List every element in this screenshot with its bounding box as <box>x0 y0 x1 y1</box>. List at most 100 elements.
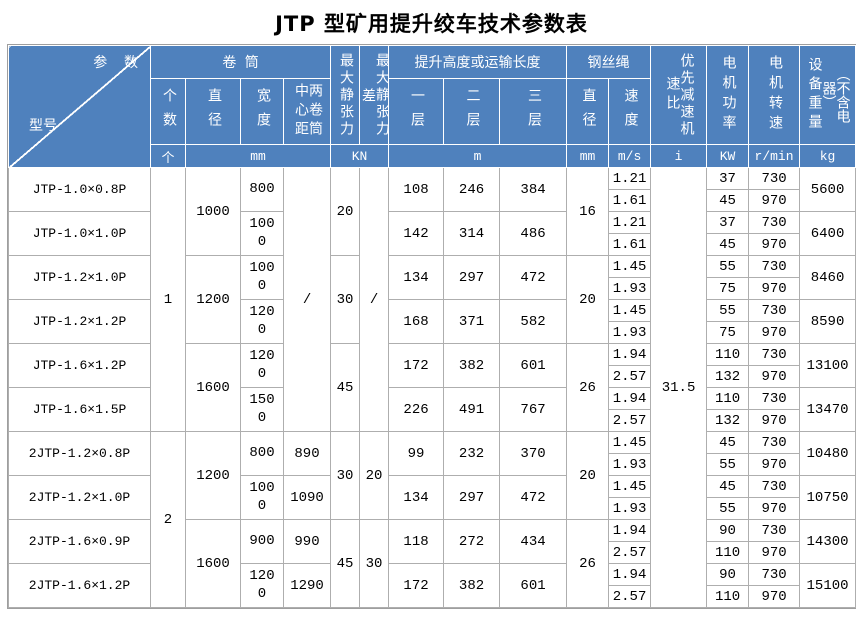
header-drum-group: 卷 筒 <box>149 45 332 79</box>
unit-ratio-i: i <box>650 144 708 168</box>
cell-rope-speed: 2.57 <box>608 541 652 564</box>
cell-rope-speed: 1.93 <box>608 453 652 476</box>
unit-rpm: r/min <box>748 144 801 168</box>
cell-motor-rpm: 970 <box>748 541 801 564</box>
cell-motor-rpm: 970 <box>748 365 801 388</box>
cell-layer2: 371 <box>443 299 501 344</box>
header-layer3: 三层 <box>499 78 568 145</box>
header-drum-count: 个数 <box>150 78 186 145</box>
cell-rope-speed: 1.94 <box>608 387 652 410</box>
cell-layer3: 767 <box>499 387 568 432</box>
cell-model: JTP-1.2×1.2P <box>8 299 151 344</box>
cell-rope-speed: 1.45 <box>608 475 652 498</box>
header-tension-diff: 差 最大静张力 <box>359 45 390 145</box>
cell-rope-diameter: 16 <box>566 167 610 256</box>
corner-cell: 参 数 型号 <box>8 45 151 168</box>
cell-reducer-ratio: 31.5 <box>650 167 708 608</box>
cell-motor-rpm: 970 <box>748 497 801 520</box>
cell-rope-speed: 1.94 <box>608 343 652 366</box>
cell-drum-width: 800 <box>240 167 284 212</box>
cell-layer3: 434 <box>499 519 568 564</box>
cell-rope-speed: 1.61 <box>608 233 652 256</box>
cell-max-static-tension: 45 <box>330 519 361 608</box>
cell-rope-speed: 1.94 <box>608 563 652 586</box>
unit-power-kw: KW <box>706 144 750 168</box>
cell-layer2: 232 <box>443 431 501 476</box>
cell-drum-diameter: 1000 <box>185 167 241 256</box>
cell-motor-power: 132 <box>706 409 750 432</box>
header-weight: 设备重量 器︶ ︵不含电 <box>799 45 857 145</box>
cell-rope-diameter: 26 <box>566 519 610 608</box>
cell-rope-diameter: 20 <box>566 431 610 520</box>
cell-weight: 10480 <box>799 431 857 476</box>
cell-model: JTP-1.0×0.8P <box>8 167 151 212</box>
unit-tension-kn: KN <box>330 144 390 168</box>
cell-model: 2JTP-1.2×1.0P <box>8 475 151 520</box>
cell-motor-rpm: 730 <box>748 255 801 278</box>
cell-rope-diameter: 20 <box>566 255 610 344</box>
cell-motor-rpm: 970 <box>748 409 801 432</box>
unit-speed-ms: m/s <box>608 144 652 168</box>
cell-motor-power: 55 <box>706 255 750 278</box>
unit-lift-m: m <box>388 144 568 168</box>
cell-weight: 8590 <box>799 299 857 344</box>
cell-layer2: 246 <box>443 167 501 212</box>
cell-rope-speed: 1.94 <box>608 519 652 542</box>
cell-tension-diff: / <box>359 167 390 432</box>
cell-rope-speed: 1.93 <box>608 497 652 520</box>
cell-layer3: 472 <box>499 475 568 520</box>
cell-motor-power: 110 <box>706 387 750 410</box>
cell-motor-power: 55 <box>706 299 750 322</box>
cell-center-distance: 1090 <box>282 475 332 520</box>
cell-motor-power: 75 <box>706 277 750 300</box>
cell-layer3: 601 <box>499 343 568 388</box>
cell-drum-width: 1000 <box>240 211 284 256</box>
cell-motor-rpm: 970 <box>748 585 801 608</box>
header-rope-speed: 速度 <box>608 78 652 145</box>
cell-drum-count: 2 <box>150 431 186 608</box>
cell-layer3: 384 <box>499 167 568 212</box>
cell-tension-diff: 30 <box>359 519 390 608</box>
cell-layer2: 382 <box>443 343 501 388</box>
cell-drum-diameter: 1600 <box>185 343 241 432</box>
cell-motor-rpm: 730 <box>748 343 801 366</box>
cell-rope-speed: 1.45 <box>608 255 652 278</box>
cell-drum-width: 800 <box>240 431 284 476</box>
cell-weight: 13470 <box>799 387 857 432</box>
cell-motor-power: 75 <box>706 321 750 344</box>
corner-param-label: 参 数 <box>93 56 138 72</box>
cell-model: JTP-1.2×1.0P <box>8 255 151 300</box>
cell-max-static-tension: 45 <box>330 343 361 432</box>
cell-rope-speed: 1.45 <box>608 299 652 322</box>
cell-motor-power: 55 <box>706 453 750 476</box>
cell-weight: 15100 <box>799 563 857 608</box>
cell-layer2: 297 <box>443 475 501 520</box>
cell-drum-width: 1200 <box>240 343 284 388</box>
cell-weight: 5600 <box>799 167 857 212</box>
cell-motor-rpm: 970 <box>748 453 801 476</box>
cell-motor-rpm: 970 <box>748 277 801 300</box>
unit-drum-mm: mm <box>184 144 332 168</box>
cell-motor-rpm: 970 <box>748 233 801 256</box>
header-drum-width: 宽度 <box>240 78 284 145</box>
cell-rope-speed: 1.21 <box>608 167 652 190</box>
cell-motor-power: 37 <box>706 167 750 190</box>
cell-model: JTP-1.6×1.2P <box>8 343 151 388</box>
cell-layer1: 99 <box>388 431 445 476</box>
cell-model: 2JTP-1.6×0.9P <box>8 519 151 564</box>
cell-drum-width: 1200 <box>240 299 284 344</box>
spec-table-wrapper: 参 数 型号 卷 筒 最大静张力 差 最大静张力 提升高度或运输长度 钢丝绳 速… <box>7 44 857 609</box>
cell-motor-rpm: 730 <box>748 475 801 498</box>
cell-max-static-tension: 30 <box>330 255 361 344</box>
cell-motor-rpm: 970 <box>748 321 801 344</box>
cell-layer1: 172 <box>388 563 445 608</box>
cell-motor-power: 45 <box>706 233 750 256</box>
cell-layer1: 118 <box>388 519 445 564</box>
cell-drum-diameter: 1600 <box>185 519 241 608</box>
header-center-distance: 中心距 两卷筒 <box>282 78 332 145</box>
cell-weight: 13100 <box>799 343 857 388</box>
cell-max-static-tension: 30 <box>330 431 361 520</box>
cell-motor-power: 110 <box>706 585 750 608</box>
cell-model: JTP-1.0×1.0P <box>8 211 151 256</box>
header-motor-rpm: 电机转速 <box>748 45 801 145</box>
